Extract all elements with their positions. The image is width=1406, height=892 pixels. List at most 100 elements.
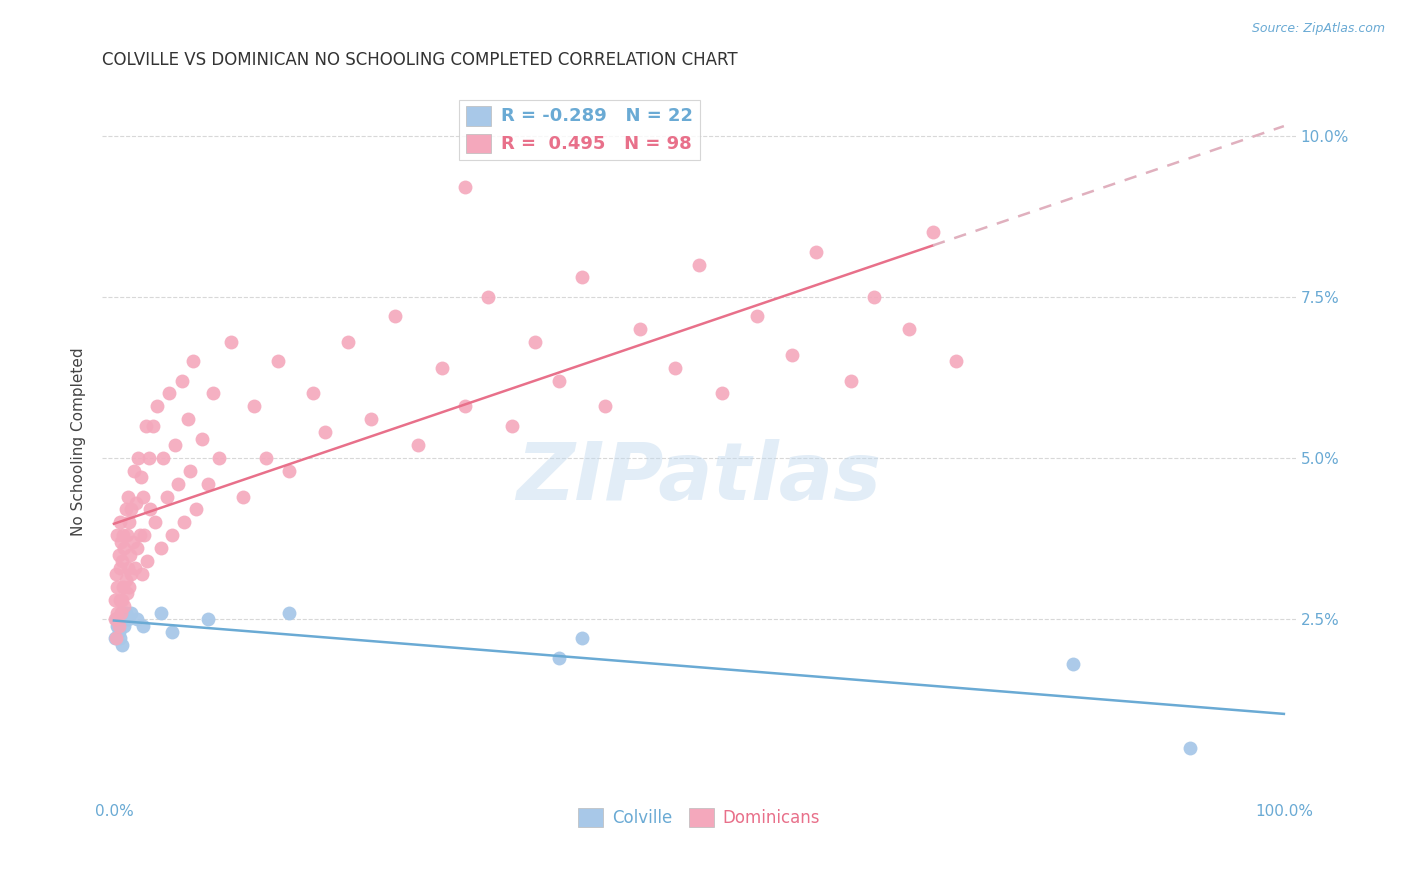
Point [571, 270, 593, 285]
Point [146, 400, 169, 414]
Point [711, 386, 734, 401]
Point [134, 528, 156, 542]
Point [118, 516, 141, 530]
Point [898, 322, 921, 336]
Point [108, 592, 131, 607]
Point [114, 618, 136, 632]
Point [149, 606, 172, 620]
Point [454, 400, 477, 414]
Point [115, 528, 138, 542]
Point [112, 612, 135, 626]
Point [121, 606, 143, 620]
Point [117, 490, 139, 504]
Point [138, 450, 160, 465]
Point [107, 618, 129, 632]
Point [254, 450, 277, 465]
Point [152, 450, 174, 465]
Point [104, 592, 127, 607]
Point [163, 438, 186, 452]
Text: COLVILLE VS DOMINICAN NO SCHOOLING COMPLETED CORRELATION CHART: COLVILLE VS DOMINICAN NO SCHOOLING COMPL… [103, 51, 738, 69]
Point [524, 334, 547, 349]
Point [179, 464, 201, 478]
Point [184, 502, 207, 516]
Point [278, 464, 301, 478]
Point [111, 638, 134, 652]
Point [110, 606, 132, 620]
Point [336, 334, 359, 349]
Point [167, 476, 190, 491]
Point [128, 528, 150, 542]
Point [155, 490, 177, 504]
Point [360, 412, 382, 426]
Point [104, 632, 127, 646]
Point [124, 560, 146, 574]
Point [219, 334, 242, 349]
Point [232, 490, 254, 504]
Point [107, 580, 129, 594]
Point [114, 502, 136, 516]
Point [129, 470, 152, 484]
Point [110, 606, 132, 620]
Point [107, 548, 129, 562]
Point [139, 502, 162, 516]
Point [664, 360, 686, 375]
Point [108, 632, 131, 646]
Point [135, 554, 157, 568]
Point [127, 541, 149, 556]
Point [114, 599, 136, 614]
Point [107, 606, 129, 620]
Point [105, 566, 128, 581]
Point [105, 612, 128, 626]
Point [202, 386, 225, 401]
Y-axis label: No Schooling Completed: No Schooling Completed [72, 348, 86, 536]
Point [477, 290, 499, 304]
Point [118, 580, 141, 594]
Point [547, 650, 569, 665]
Point [547, 374, 569, 388]
Point [122, 464, 145, 478]
Point [143, 516, 166, 530]
Point [430, 360, 453, 375]
Point [173, 516, 195, 530]
Point [197, 612, 219, 626]
Point [628, 322, 651, 336]
Point [120, 548, 142, 562]
Point [183, 354, 205, 368]
Point [108, 516, 131, 530]
Point [117, 612, 139, 626]
Point [107, 528, 129, 542]
Point [863, 290, 886, 304]
Point [1062, 657, 1084, 672]
Point [149, 541, 172, 556]
Point [501, 418, 523, 433]
Point [839, 374, 862, 388]
Point [121, 534, 143, 549]
Point [117, 560, 139, 574]
Point [112, 528, 135, 542]
Point [127, 450, 149, 465]
Point [115, 586, 138, 600]
Point [114, 574, 136, 588]
Point [111, 592, 134, 607]
Point [132, 490, 155, 504]
Text: ZIPatlas: ZIPatlas [516, 439, 882, 516]
Point [190, 432, 212, 446]
Point [105, 632, 128, 646]
Point [125, 496, 148, 510]
Point [121, 566, 143, 581]
Point [107, 618, 129, 632]
Point [314, 425, 336, 439]
Point [688, 258, 710, 272]
Point [208, 450, 231, 465]
Point [384, 309, 406, 323]
Point [157, 386, 180, 401]
Point [595, 400, 617, 414]
Point [176, 412, 198, 426]
Point [197, 476, 219, 491]
Point [141, 418, 163, 433]
Point [301, 386, 323, 401]
Point [114, 541, 136, 556]
Point [107, 624, 129, 639]
Point [278, 606, 301, 620]
Point [131, 566, 153, 581]
